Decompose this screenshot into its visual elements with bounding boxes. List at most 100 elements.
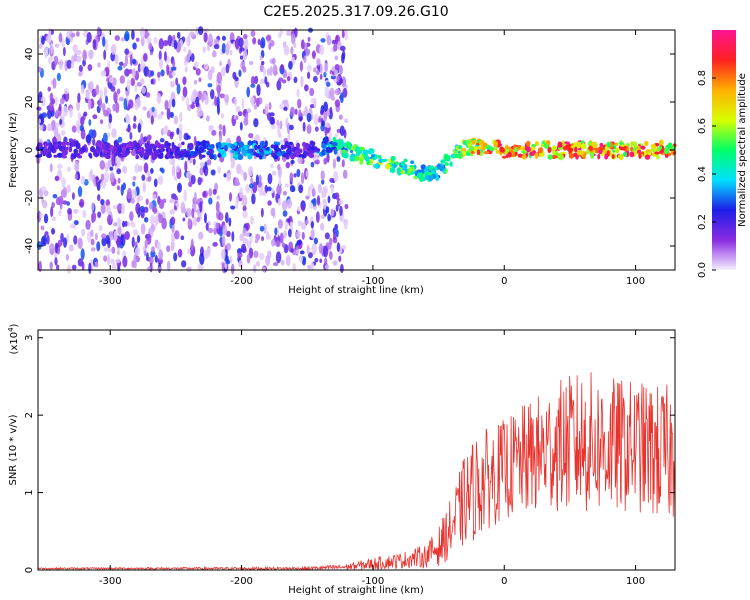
spectrogram-track-cell [622, 151, 628, 157]
spectrogram-noise-cell [162, 198, 167, 204]
spectrogram-noise-cell [38, 43, 43, 50]
spectrogram-noise-cell [120, 234, 124, 246]
spectrogram-noise-cell [259, 63, 264, 73]
spectrogram-noise-cell [187, 217, 191, 227]
spectrogram-x-tick-label: 100 [626, 276, 645, 287]
spectrogram-noise-cell [62, 46, 66, 57]
spectrogram-noise-cell [156, 242, 161, 251]
spectrogram-noise-cell [130, 149, 137, 157]
spectrogram-track-cell [636, 149, 642, 154]
spectrogram-noise-cell [186, 171, 191, 178]
spectrogram-noise-cell [101, 236, 107, 247]
spectrogram-noise-cell [112, 204, 118, 210]
spectrogram-noise-cell [47, 56, 53, 64]
spectrogram-noise-cell [315, 69, 320, 76]
spectrogram-track-cell [259, 155, 263, 160]
spectrogram-noise-cell [125, 115, 131, 124]
spectrogram-noise-cell [216, 71, 223, 84]
spectrogram-track-cell [238, 141, 244, 148]
spectrogram-track-cell [247, 154, 253, 160]
spectrogram-track-cell [614, 142, 619, 147]
spectrogram-noise-cell [140, 77, 145, 85]
spectrogram-track-cell [551, 155, 558, 159]
spectrogram-noise-cell [222, 225, 228, 236]
spectrogram-track-cell [394, 161, 400, 166]
spectrogram-track-cell [331, 141, 338, 147]
spectrogram-noise-cell [40, 225, 45, 231]
spectrogram-noise-cell [249, 96, 255, 105]
spectrogram-noise-cell [108, 230, 115, 241]
spectrogram-noise-cell [186, 135, 191, 140]
spectrogram-noise-cell [270, 124, 276, 130]
spectrogram-noise-cell [239, 55, 244, 60]
spectrogram-track-cell [68, 146, 73, 153]
spectrogram-track-cell [56, 152, 63, 158]
snr-x-ticks: -300 -200 -100 0 100 [99, 330, 645, 587]
spectrogram-track-cell [359, 158, 364, 165]
spectrogram-noise-cell [103, 109, 109, 117]
spectrogram-track-cell [557, 141, 563, 148]
spectrogram-track-cell [181, 141, 185, 146]
spectrogram-track-cell [629, 151, 635, 158]
spectrogram-noise-cell [216, 104, 221, 115]
spectrogram-noise-cell [315, 211, 320, 223]
spectrogram-noise-cell [100, 180, 107, 189]
spectrogram-noise-cell [39, 212, 43, 219]
spectrogram-track-cell [276, 151, 282, 157]
spectrogram-noise-cell [231, 231, 235, 242]
spectrogram-noise-cell [186, 104, 192, 112]
spectrogram-noise-cell [262, 66, 266, 77]
spectrogram-noise-cell [249, 183, 254, 189]
spectrogram-noise-cell [194, 191, 197, 204]
spectrogram-noise-cell [342, 169, 348, 179]
spectrogram-noise-cell [255, 97, 260, 108]
spectrogram-noise-cell [225, 211, 229, 224]
spectrogram-noise-cell [69, 224, 75, 229]
spectrogram-noise-cell [130, 77, 136, 87]
spectrogram-noise-cell [250, 215, 254, 225]
spectrogram-track-cell [197, 141, 203, 145]
spectrogram-noise-cell [129, 132, 133, 140]
spectrogram-track-cell [653, 148, 658, 153]
spectrogram-noise-cell [221, 235, 226, 247]
spectrogram-noise-cell [171, 71, 176, 77]
spectrogram-track-cell [381, 159, 386, 163]
spectrogram-noise-cell [56, 72, 61, 82]
spectrogram-noise-cell [206, 44, 211, 52]
spectrogram-noise-cell [243, 116, 249, 126]
spectrogram-noise-cell [79, 124, 85, 132]
spectrogram-noise-cell [329, 87, 335, 98]
colorbar: 0.0 0.2 0.4 0.6 0.8 Normalized spectral ampl… [697, 30, 748, 278]
spectrogram-noise-cell [293, 43, 297, 49]
spectrogram-track-cell [321, 142, 326, 149]
spectrogram-noise-cell [173, 175, 178, 181]
spectrogram-noise-cell [327, 195, 331, 204]
spectrogram-track-cell [350, 149, 354, 154]
spectrogram-noise-cell [132, 229, 139, 236]
spectrogram-noise-cell [41, 112, 47, 119]
spectrogram-noise-cell [287, 132, 291, 142]
spectrogram-noise-cell [134, 84, 138, 93]
spectrogram-noise-cell [320, 38, 326, 43]
spectrogram-noise-cell [56, 163, 63, 169]
spectrogram-noise-cell [76, 55, 82, 63]
spectrogram-track-cell [282, 146, 287, 150]
spectrogram-noise-cell [334, 223, 339, 230]
spectrogram-track-cell [253, 152, 258, 156]
spectrogram-noise-cell [339, 263, 344, 274]
spectrogram-noise-cell [157, 175, 164, 185]
spectrogram-noise-cell [181, 95, 185, 102]
spectrogram-track-cell [106, 154, 111, 159]
spectrogram-noise-cell [140, 57, 144, 68]
spectrogram-noise-cell [172, 60, 176, 67]
spectrogram-track-cell [568, 152, 575, 159]
spectrogram-noise-cell [75, 119, 82, 127]
spectrogram-noise-cell [52, 77, 57, 89]
spectrogram-noise-cell [195, 96, 200, 107]
spectrogram-track-cell [444, 162, 450, 166]
spectrogram-noise-cell [120, 37, 125, 42]
spectrogram-track-cell [125, 147, 130, 154]
spectrogram-noise-cell [102, 36, 106, 47]
spectrogram-noise-cell [143, 206, 149, 213]
spectrogram-noise-cell [310, 261, 315, 271]
